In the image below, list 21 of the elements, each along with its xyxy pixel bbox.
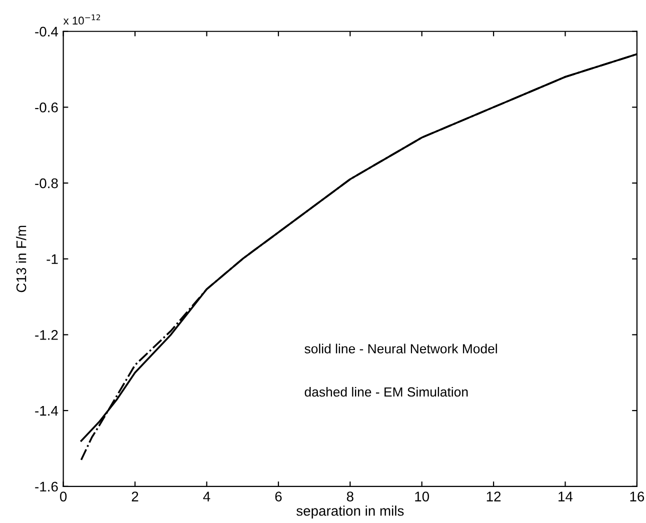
y-axis-title: C13 in F/m [16, 226, 26, 292]
x-tick-label: 12 [486, 492, 501, 502]
y-tick-label: -1.4 [35, 406, 58, 416]
text: x 10$^{−12}$ [63, 14, 100, 25]
annotation: solid line - Neural Network Model [304, 344, 497, 354]
x-tick-label: 6 [275, 492, 282, 502]
x-tick-label: 0 [60, 492, 67, 502]
x-tick-label: 8 [346, 492, 354, 502]
y-tick-label: -1 [46, 254, 58, 264]
x-tick-label: 14 [558, 492, 573, 502]
annotation: dashed line - EM Simulation [304, 386, 468, 397]
y-tick-label: -0.4 [35, 26, 58, 37]
x-tick-label: 4 [203, 492, 210, 502]
x-tick-label: 10 [415, 492, 430, 502]
y-tick-label: -1.6 [35, 482, 58, 492]
x-axis-title: separation in mils [296, 506, 404, 519]
y-tick-label: -0.6 [35, 102, 58, 112]
x-tick-label: 2 [132, 492, 138, 502]
y-tick-label: -1.2 [35, 330, 58, 340]
x-tick-label: 16 [630, 492, 644, 502]
y-tick-label: -0.8 [35, 178, 58, 188]
